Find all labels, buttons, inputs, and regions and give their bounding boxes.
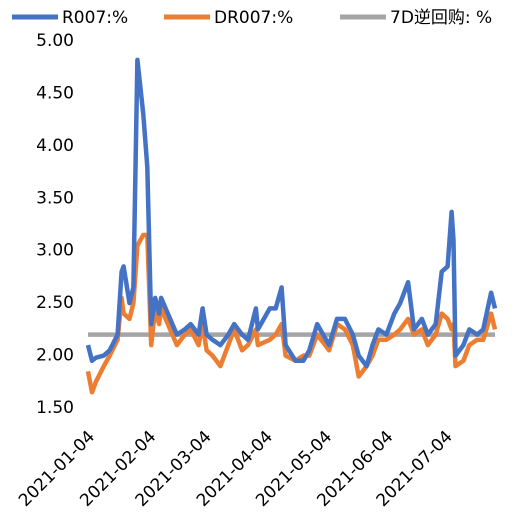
y-tick-label: 4.50 <box>36 83 74 103</box>
y-tick-label: 4.00 <box>36 136 74 156</box>
y-tick-label: 5.00 <box>36 31 74 51</box>
legend-label: DR007:% <box>214 8 293 28</box>
y-tick-label: 3.00 <box>36 241 74 261</box>
y-tick-label: 2.00 <box>36 346 74 366</box>
y-tick-label: 1.50 <box>36 398 74 418</box>
series-line <box>85 57 498 369</box>
legend-label: 7D逆回购: % <box>390 8 492 28</box>
legend-label: R007:% <box>62 8 128 28</box>
y-tick-label: 3.50 <box>36 188 74 208</box>
series-line <box>85 232 498 395</box>
y-tick-label: 2.50 <box>36 293 74 313</box>
